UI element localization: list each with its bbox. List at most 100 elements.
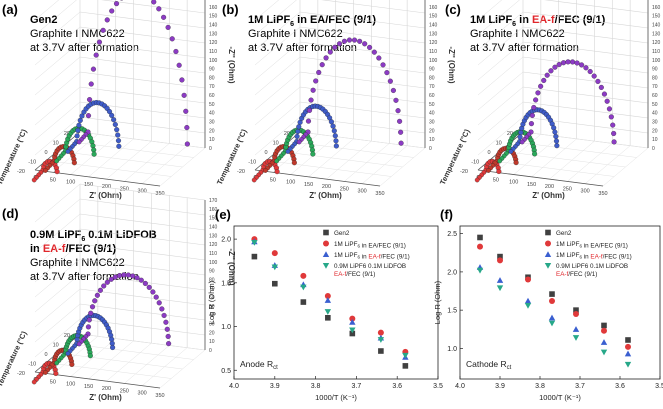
z-real-tick-label: 300 [581, 189, 590, 195]
nyquist-arc [65, 312, 116, 356]
nyquist-point [91, 147, 97, 153]
z-imag-tick-label: 60 [652, 93, 658, 99]
nyquist-point [331, 128, 337, 134]
grid-line [34, 86, 81, 126]
z-imag-tick-label: 70 [209, 286, 215, 292]
legend-marker [545, 240, 551, 247]
legend-marker [544, 251, 552, 258]
nyquist-point [111, 117, 117, 123]
chart-f: 4.0 3.9 3.8 3.7 3.6 3.5 1.0 1.5 2.0 2.5 1000/T (K⁻… [433, 225, 663, 402]
plot-frame [233, 225, 439, 380]
legend-label: 1M LiPF6 in EA-f/FEC (9/1) [556, 252, 632, 261]
y-axis-title: Log R (Ohm) [207, 280, 216, 324]
nyquist-point [163, 319, 169, 325]
nyquist-point [112, 274, 118, 280]
y-tick-label: 2.5 [447, 231, 457, 238]
z-imag-tick-label: 110 [429, 49, 437, 55]
z-imag-tick-label: 120 [209, 40, 218, 46]
z-imag-tick-label: 140 [652, 22, 661, 28]
y-tick-label: 1.0 [447, 346, 457, 353]
z-imag-tick-label: 50 [209, 304, 215, 310]
z-imag-tick-label: 110 [209, 49, 217, 55]
nyquist-point [341, 38, 347, 44]
z-real-tick-label: 100 [286, 180, 295, 186]
nyquist-point [552, 64, 558, 70]
nyquist-point [43, 168, 48, 173]
temperature-tick-label: -10 [471, 160, 479, 166]
grid-line [299, 101, 426, 119]
x-tick-label: 3.9 [495, 383, 505, 390]
grid-line [299, 41, 426, 59]
grid-line [57, 352, 183, 370]
y-tick-label: 0.5 [221, 368, 231, 375]
panel-a-letter: (a) [2, 2, 18, 17]
nyquist-point [496, 168, 502, 174]
nyquist-point [112, 121, 118, 128]
nyquist-point [108, 276, 114, 282]
temperature-tick-label: 0 [44, 352, 47, 358]
plot-annotation: Anode Rct [240, 359, 278, 371]
grid-line [299, 11, 426, 29]
z-real-tick-label: 50 [50, 379, 56, 385]
grid-line [477, 41, 524, 81]
legend: Gen2 1M LiPF6 in EA/FEC (9/1) 1M LiPF6 in … [544, 229, 632, 278]
nyquist-point [109, 112, 115, 118]
z-imag-tick-label: 120 [429, 40, 438, 46]
z-imag-tick-label: 130 [209, 31, 218, 37]
data-point [572, 326, 580, 332]
grid-line [477, 71, 524, 111]
nyquist-point [376, 55, 382, 61]
nyquist-point [529, 112, 535, 118]
z-real-axis-title: Z' (Ohm) [89, 191, 122, 200]
z-real-tick-label: 100 [66, 180, 75, 186]
nyquist-point [31, 177, 37, 183]
nyquist-arc [43, 144, 77, 173]
nyquist-point [88, 310, 94, 316]
z-real-tick-label: 350 [375, 191, 384, 197]
nyquist-point [251, 177, 257, 183]
z-imag-tick-label: 140 [209, 224, 218, 230]
grid-line [79, 228, 206, 246]
grid-line [522, 11, 649, 29]
z-real-axis-title: Z' (Ohm) [89, 393, 122, 402]
nyquist-point [538, 83, 544, 89]
nyquist-point [71, 160, 77, 166]
grid-line [544, 0, 649, 14]
nyquist-point [74, 133, 80, 139]
nyquist-point [173, 48, 179, 55]
nyquist-point [319, 62, 325, 68]
nyquist-point [65, 351, 71, 356]
z-imag-tick-label: 140 [429, 22, 438, 28]
nyquist-point [54, 169, 60, 175]
z-real-tick-label: 250 [563, 186, 572, 192]
grid-line [79, 213, 206, 231]
x-tick-label: 3.5 [655, 383, 663, 390]
nyquist-point [519, 139, 525, 145]
nyquist-point [125, 272, 131, 278]
grid-line [34, 11, 81, 51]
grid-line [34, 56, 81, 96]
grid-line [68, 141, 194, 158]
nyquist-point [87, 97, 93, 103]
nyquist-point [606, 106, 613, 112]
data-point [601, 322, 607, 329]
grid-line [79, 11, 206, 29]
grid-line [79, 86, 206, 104]
grid-line [254, 116, 301, 156]
temperature-axis-title: Temperature (°C) [0, 127, 29, 186]
nyquist-point [159, 306, 165, 312]
nyquist-point [393, 97, 399, 103]
nyquist-point [357, 38, 363, 44]
panel-b-heading: 1M LiPF6 in EA/FEC (9/1) [248, 14, 376, 28]
grid-line [477, 56, 524, 96]
nyquist-point [77, 117, 83, 123]
nyquist-point [54, 158, 60, 164]
grid-line [79, 318, 206, 336]
z-real-tick-label: 50 [50, 177, 56, 183]
grid-line [79, 131, 206, 149]
nyquist-point [161, 14, 167, 20]
z-real-tick-label: 150 [304, 182, 313, 188]
legend-marker [322, 262, 330, 269]
temperature-tick-label: 20 [284, 131, 290, 137]
y-tick-label: 2.0 [447, 269, 457, 276]
